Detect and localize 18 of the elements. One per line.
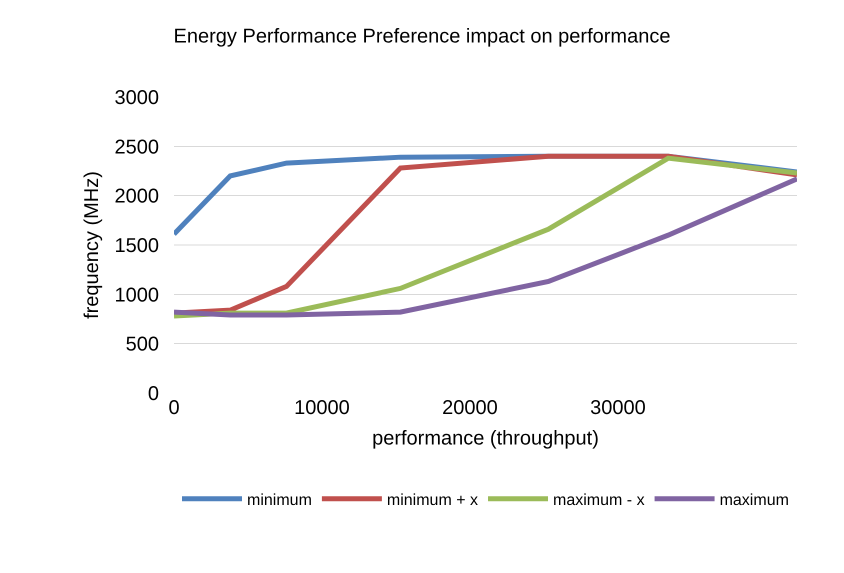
x-tick-label: 30000	[590, 397, 646, 419]
legend-label: minimum	[247, 492, 312, 509]
legend-label: maximum - x	[553, 492, 645, 509]
y-tick-label: 1000	[114, 284, 159, 306]
y-tick-label: 1500	[114, 235, 159, 257]
y-tick-label: 0	[148, 383, 159, 405]
y-tick-label: 3000	[114, 87, 159, 109]
x-tick-label: 20000	[442, 397, 498, 419]
y-tick-label: 500	[126, 334, 159, 356]
y-tick-label: 2000	[114, 186, 159, 208]
y-tick-label: 2500	[114, 136, 159, 158]
legend-label: maximum	[720, 492, 789, 509]
legend-label: minimum + x	[386, 492, 478, 509]
x-axis-title: performance (throughput)	[372, 428, 599, 450]
x-tick-label: 0	[168, 397, 180, 419]
y-axis-title: frequency (MHz)	[81, 171, 103, 319]
x-tick-label: 10000	[294, 397, 350, 419]
chart-title: Energy Performance Preference impact on performance	[174, 26, 670, 48]
